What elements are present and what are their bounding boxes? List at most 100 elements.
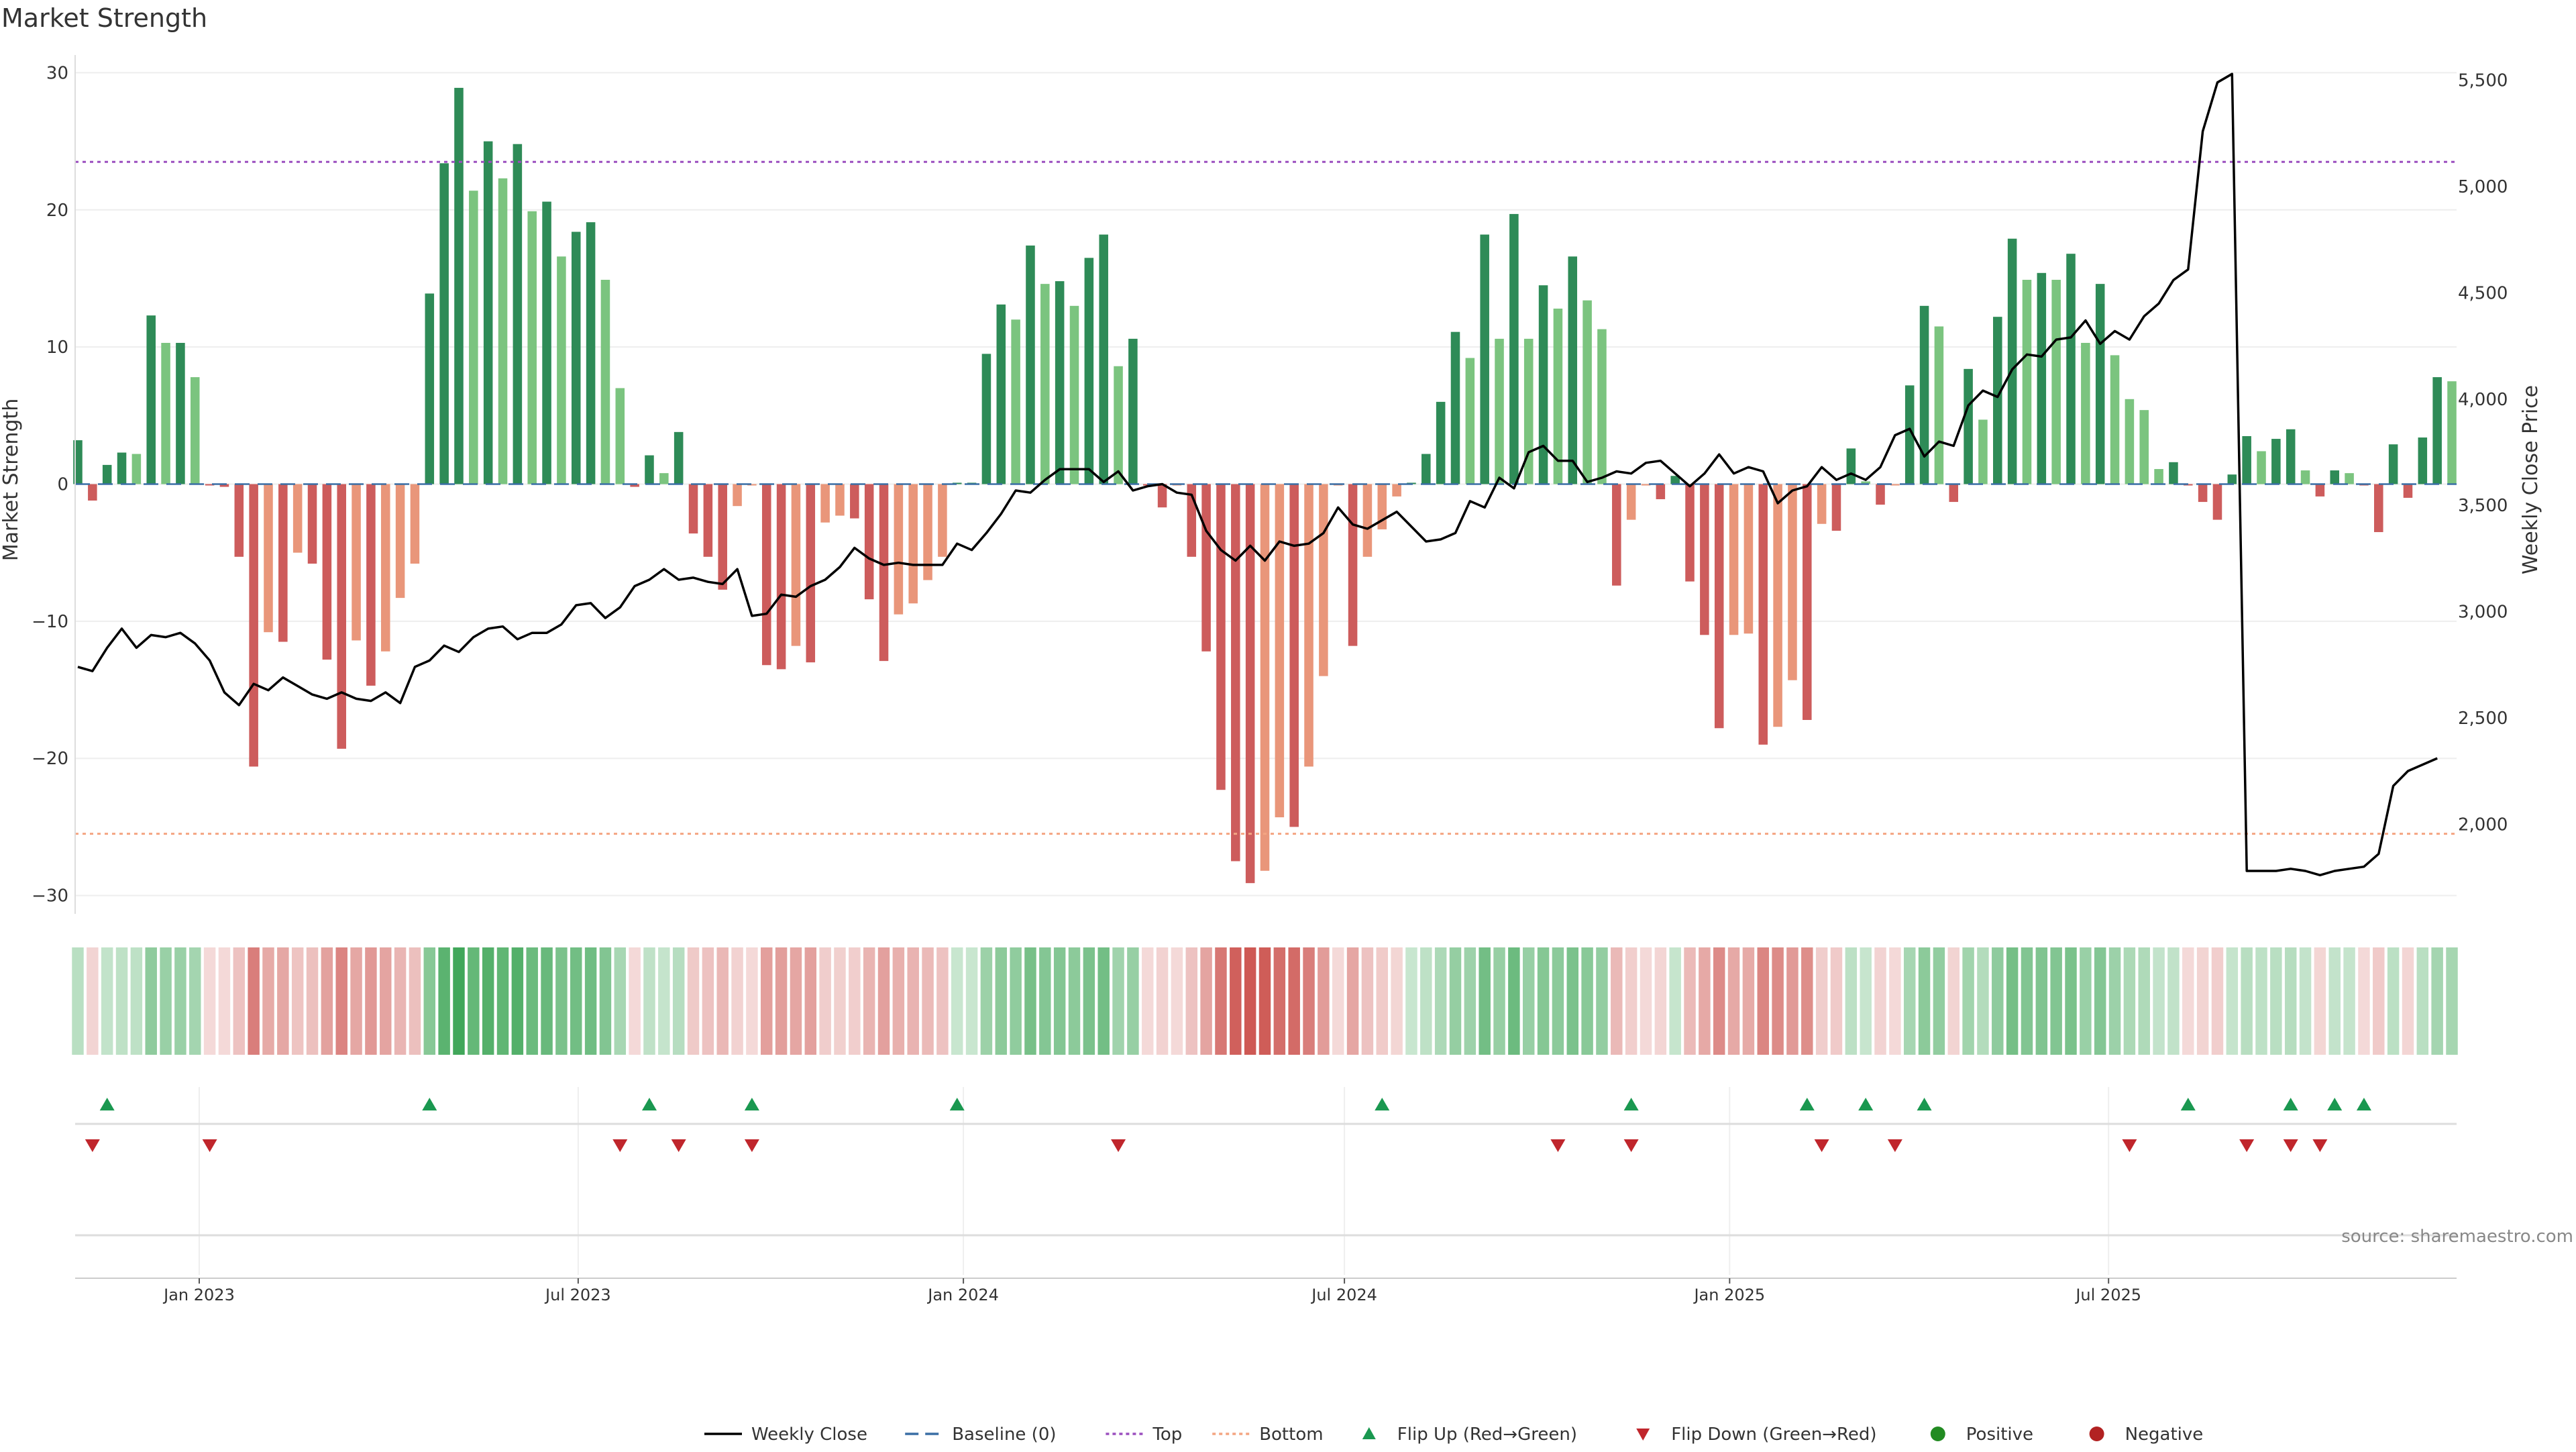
strip-cell <box>496 947 509 1055</box>
strength-bar <box>102 464 112 484</box>
strip-cell <box>409 947 421 1055</box>
strip-cell <box>1346 947 1359 1055</box>
strip-cell <box>1479 947 1491 1055</box>
strength-bar <box>996 304 1006 484</box>
strip-cell <box>2241 947 2253 1055</box>
x-tick-label: Jan 2023 <box>162 1286 235 1304</box>
strength-bar <box>219 484 229 487</box>
strength-bar <box>366 484 376 686</box>
strength-bar <box>1641 484 1651 486</box>
strength-bar <box>425 293 435 484</box>
strip-cell <box>1830 947 1843 1055</box>
strip-cell <box>1962 947 1974 1055</box>
strength-bar <box>1362 484 1373 557</box>
strip-cell <box>2314 947 2326 1055</box>
strength-bar <box>292 484 303 553</box>
strength-bar <box>1216 484 1226 790</box>
strip-cell <box>614 947 627 1055</box>
flip-up-marker <box>2283 1098 2298 1110</box>
strip-cell <box>1815 947 1828 1055</box>
legend-swatch-dot <box>1930 1427 1945 1441</box>
strip-cell <box>291 947 304 1055</box>
strength-bar <box>483 141 493 484</box>
strength-bar <box>820 484 830 523</box>
strip-cell <box>1903 947 1916 1055</box>
strength-bar <box>1758 484 1768 745</box>
strength-bar <box>307 484 317 564</box>
y-tick-label: −20 <box>32 749 68 769</box>
strip-cell <box>1171 947 1183 1055</box>
strength-bar <box>146 315 156 484</box>
strength-heat-strip <box>72 947 2458 1055</box>
strength-bar <box>806 484 816 663</box>
strength-bar <box>542 201 551 484</box>
strength-bar <box>1964 368 1973 484</box>
strength-bars <box>73 87 2457 884</box>
strip-cell <box>1391 947 1403 1055</box>
strength-bar <box>322 484 332 660</box>
strength-bar <box>234 484 244 557</box>
strip-cell <box>2328 947 2341 1055</box>
strip-cell <box>1434 947 1447 1055</box>
strength-bar <box>1714 484 1724 729</box>
strip-cell <box>1640 947 1652 1055</box>
strip-cell <box>1727 947 1740 1055</box>
legend-swatch-down <box>1636 1429 1650 1441</box>
strip-cell <box>1273 947 1286 1055</box>
strength-bar <box>454 87 464 484</box>
strength-bar <box>1319 484 1328 676</box>
strength-bar <box>2403 484 2413 498</box>
strength-bar <box>1069 305 1079 484</box>
strip-cell <box>1010 947 1022 1055</box>
strip-cell <box>877 947 890 1055</box>
strip-cell <box>248 947 260 1055</box>
legend-label: Flip Down (Green→Red) <box>1671 1424 1876 1445</box>
strip-cell <box>1112 947 1124 1055</box>
strip-cell <box>541 947 553 1055</box>
strip-cell <box>174 947 186 1055</box>
strip-cell <box>335 947 347 1055</box>
reference-lines <box>75 160 2457 835</box>
legend-item: Top <box>1106 1424 1182 1445</box>
strip-cell <box>965 947 978 1055</box>
strip-cell <box>980 947 993 1055</box>
strip-cell <box>2196 947 2209 1055</box>
strength-bar <box>2007 238 2017 484</box>
strength-bar <box>1099 234 1108 484</box>
strength-bar <box>1890 484 1900 486</box>
legend: Weekly Close Baseline (0) Top Bottom Flip Up… <box>704 1424 2203 1445</box>
strip-cell <box>746 947 758 1055</box>
strip-cell <box>2138 947 2150 1055</box>
strip-cell <box>1039 947 1051 1055</box>
strength-bar <box>2095 284 2105 484</box>
flip-up-marker <box>2327 1098 2343 1110</box>
strip-cell <box>643 947 655 1055</box>
strip-cell <box>2021 947 2033 1055</box>
strip-cell <box>1097 947 1110 1055</box>
strength-bar <box>1480 234 1489 484</box>
legend-swatch-up <box>1362 1427 1376 1439</box>
strip-cell <box>2080 947 2092 1055</box>
strength-bar <box>2110 355 2120 484</box>
strip-cell <box>716 947 729 1055</box>
flip-down-marker <box>2239 1139 2255 1152</box>
strength-bar <box>688 484 698 534</box>
strength-bar <box>1011 319 1020 484</box>
strength-bar <box>1904 385 1915 484</box>
strip-cell <box>1947 947 1960 1055</box>
strength-bar <box>2345 473 2354 484</box>
strip-cell <box>262 947 274 1055</box>
strip-cell <box>1860 947 1872 1055</box>
strength-bar <box>264 484 273 633</box>
strip-cell <box>1127 947 1139 1055</box>
flip-down-marker <box>744 1139 759 1152</box>
strip-cell <box>1053 947 1066 1055</box>
strip-cell <box>2446 947 2458 1055</box>
strength-bar <box>761 484 771 666</box>
axes-layer: 30 20 10 0 −10 −20 −30 2,000 2,500 3,000 3,500 4,00… <box>32 55 2508 1304</box>
strip-cell <box>218 947 231 1055</box>
strip-cell <box>2299 947 2312 1055</box>
strength-bar <box>131 454 142 484</box>
strip-cell <box>2387 947 2400 1055</box>
